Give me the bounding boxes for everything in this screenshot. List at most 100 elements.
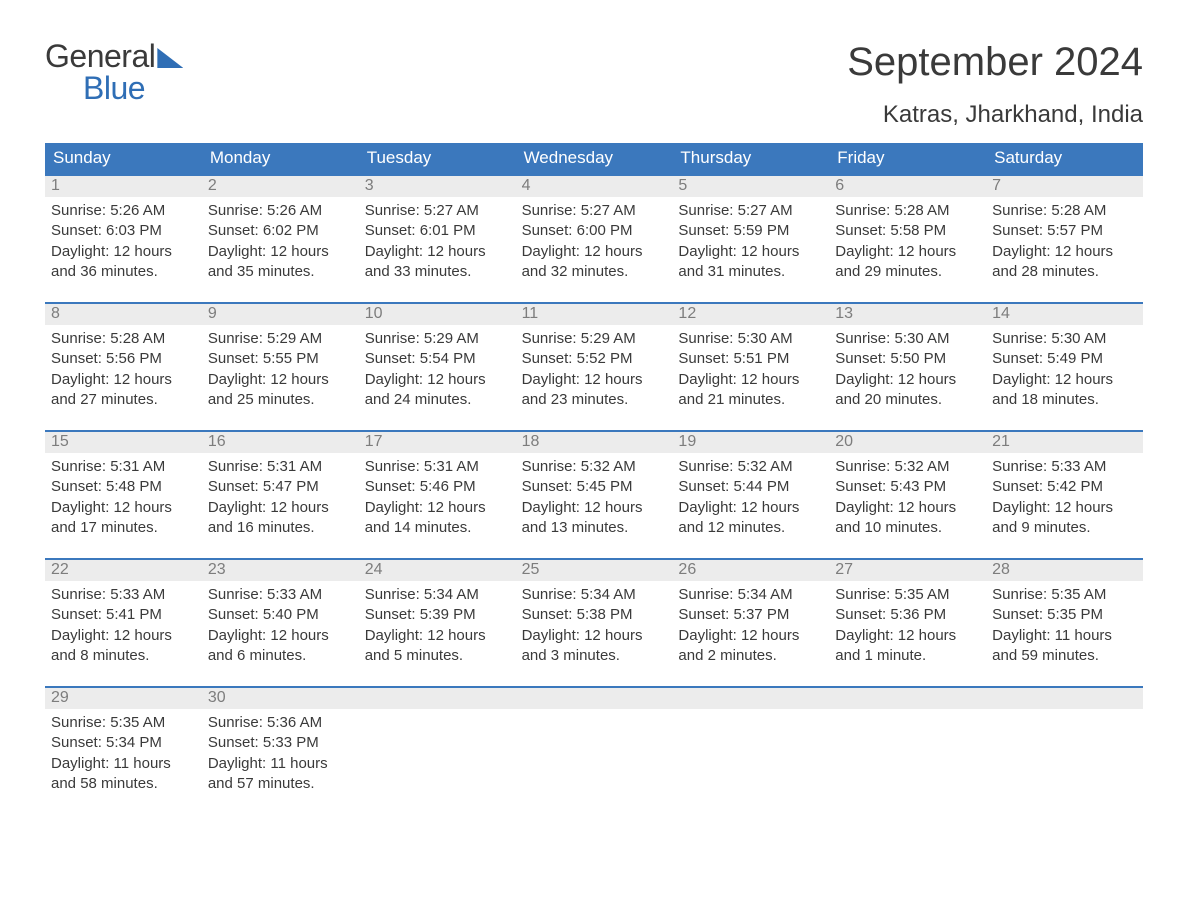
- day-cell: 12Sunrise: 5:30 AMSunset: 5:51 PMDayligh…: [672, 304, 829, 416]
- day-sunrise: Sunrise: 5:30 AM: [835, 329, 980, 349]
- day-number: 6: [829, 176, 986, 197]
- day-dl2: and 59 minutes.: [992, 646, 1137, 666]
- day-sunset: Sunset: 5:50 PM: [835, 349, 980, 369]
- day-number: 12: [672, 304, 829, 325]
- day-number: 26: [672, 560, 829, 581]
- day-cell: 20Sunrise: 5:32 AMSunset: 5:43 PMDayligh…: [829, 432, 986, 544]
- day-cell: 21Sunrise: 5:33 AMSunset: 5:42 PMDayligh…: [986, 432, 1143, 544]
- day-dl2: and 13 minutes.: [522, 518, 667, 538]
- day-sunrise: Sunrise: 5:34 AM: [678, 585, 823, 605]
- day-sunrise: Sunrise: 5:34 AM: [522, 585, 667, 605]
- day-details: Sunrise: 5:28 AMSunset: 5:56 PMDaylight:…: [45, 325, 202, 416]
- day-number: 4: [516, 176, 673, 197]
- day-cell: 10Sunrise: 5:29 AMSunset: 5:54 PMDayligh…: [359, 304, 516, 416]
- day-sunrise: Sunrise: 5:35 AM: [835, 585, 980, 605]
- day-details: Sunrise: 5:27 AMSunset: 6:00 PMDaylight:…: [516, 197, 673, 288]
- day-number: [672, 688, 829, 709]
- day-dl2: and 8 minutes.: [51, 646, 196, 666]
- day-dl1: Daylight: 12 hours: [51, 498, 196, 518]
- day-number: 2: [202, 176, 359, 197]
- day-dl2: and 14 minutes.: [365, 518, 510, 538]
- day-details: Sunrise: 5:34 AMSunset: 5:39 PMDaylight:…: [359, 581, 516, 672]
- weekday-header: Wednesday: [516, 143, 673, 174]
- day-cell: [829, 688, 986, 800]
- brand-line1: General: [45, 40, 155, 72]
- day-dl2: and 2 minutes.: [678, 646, 823, 666]
- day-sunset: Sunset: 5:43 PM: [835, 477, 980, 497]
- day-sunset: Sunset: 5:51 PM: [678, 349, 823, 369]
- day-sunset: Sunset: 5:49 PM: [992, 349, 1137, 369]
- day-sunrise: Sunrise: 5:27 AM: [678, 201, 823, 221]
- day-dl1: Daylight: 12 hours: [835, 626, 980, 646]
- day-number: 24: [359, 560, 516, 581]
- day-dl2: and 18 minutes.: [992, 390, 1137, 410]
- day-sunrise: Sunrise: 5:31 AM: [208, 457, 353, 477]
- day-number: 25: [516, 560, 673, 581]
- weekday-header: Thursday: [672, 143, 829, 174]
- day-number: 20: [829, 432, 986, 453]
- day-dl1: Daylight: 12 hours: [992, 242, 1137, 262]
- day-sunrise: Sunrise: 5:31 AM: [365, 457, 510, 477]
- day-details: Sunrise: 5:29 AMSunset: 5:52 PMDaylight:…: [516, 325, 673, 416]
- day-details: Sunrise: 5:34 AMSunset: 5:38 PMDaylight:…: [516, 581, 673, 672]
- day-cell: 4Sunrise: 5:27 AMSunset: 6:00 PMDaylight…: [516, 176, 673, 288]
- day-dl1: Daylight: 12 hours: [522, 498, 667, 518]
- day-sunrise: Sunrise: 5:35 AM: [51, 713, 196, 733]
- day-number: 21: [986, 432, 1143, 453]
- calendar-grid: Sunday Monday Tuesday Wednesday Thursday…: [45, 143, 1143, 814]
- day-cell: 17Sunrise: 5:31 AMSunset: 5:46 PMDayligh…: [359, 432, 516, 544]
- day-dl2: and 3 minutes.: [522, 646, 667, 666]
- day-number: [986, 688, 1143, 709]
- day-details: Sunrise: 5:32 AMSunset: 5:44 PMDaylight:…: [672, 453, 829, 544]
- day-sunrise: Sunrise: 5:35 AM: [992, 585, 1137, 605]
- day-sunset: Sunset: 6:02 PM: [208, 221, 353, 241]
- day-cell: 28Sunrise: 5:35 AMSunset: 5:35 PMDayligh…: [986, 560, 1143, 672]
- day-dl2: and 32 minutes.: [522, 262, 667, 282]
- day-dl2: and 28 minutes.: [992, 262, 1137, 282]
- day-sunrise: Sunrise: 5:29 AM: [365, 329, 510, 349]
- day-dl1: Daylight: 12 hours: [208, 498, 353, 518]
- day-dl2: and 21 minutes.: [678, 390, 823, 410]
- day-dl2: and 1 minute.: [835, 646, 980, 666]
- week-row: 8Sunrise: 5:28 AMSunset: 5:56 PMDaylight…: [45, 302, 1143, 430]
- day-number: 22: [45, 560, 202, 581]
- day-sunrise: Sunrise: 5:28 AM: [51, 329, 196, 349]
- day-sunrise: Sunrise: 5:28 AM: [835, 201, 980, 221]
- day-dl2: and 23 minutes.: [522, 390, 667, 410]
- day-cell: [516, 688, 673, 800]
- day-dl2: and 58 minutes.: [51, 774, 196, 794]
- day-cell: 7Sunrise: 5:28 AMSunset: 5:57 PMDaylight…: [986, 176, 1143, 288]
- day-dl1: Daylight: 12 hours: [208, 242, 353, 262]
- day-dl1: Daylight: 12 hours: [522, 370, 667, 390]
- day-sunset: Sunset: 6:03 PM: [51, 221, 196, 241]
- day-sunrise: Sunrise: 5:34 AM: [365, 585, 510, 605]
- brand-line2: Blue: [83, 72, 183, 104]
- day-number: 1: [45, 176, 202, 197]
- day-sunrise: Sunrise: 5:33 AM: [992, 457, 1137, 477]
- day-sunset: Sunset: 5:41 PM: [51, 605, 196, 625]
- day-cell: 19Sunrise: 5:32 AMSunset: 5:44 PMDayligh…: [672, 432, 829, 544]
- day-details: Sunrise: 5:27 AMSunset: 6:01 PMDaylight:…: [359, 197, 516, 288]
- day-sunrise: Sunrise: 5:26 AM: [208, 201, 353, 221]
- title-block: September 2024 Katras, Jharkhand, India: [847, 40, 1143, 135]
- day-number: 14: [986, 304, 1143, 325]
- day-cell: [672, 688, 829, 800]
- day-dl2: and 16 minutes.: [208, 518, 353, 538]
- day-dl1: Daylight: 12 hours: [678, 370, 823, 390]
- header-bar: General Blue September 2024 Katras, Jhar…: [45, 40, 1143, 135]
- week-row: 15Sunrise: 5:31 AMSunset: 5:48 PMDayligh…: [45, 430, 1143, 558]
- day-number: 30: [202, 688, 359, 709]
- day-details: Sunrise: 5:35 AMSunset: 5:35 PMDaylight:…: [986, 581, 1143, 672]
- day-dl1: Daylight: 11 hours: [992, 626, 1137, 646]
- day-cell: 29Sunrise: 5:35 AMSunset: 5:34 PMDayligh…: [45, 688, 202, 800]
- day-dl2: and 57 minutes.: [208, 774, 353, 794]
- day-number: 28: [986, 560, 1143, 581]
- day-details: Sunrise: 5:34 AMSunset: 5:37 PMDaylight:…: [672, 581, 829, 672]
- day-sunrise: Sunrise: 5:30 AM: [992, 329, 1137, 349]
- day-number: [516, 688, 673, 709]
- day-dl2: and 25 minutes.: [208, 390, 353, 410]
- day-cell: 23Sunrise: 5:33 AMSunset: 5:40 PMDayligh…: [202, 560, 359, 672]
- week-row: 22Sunrise: 5:33 AMSunset: 5:41 PMDayligh…: [45, 558, 1143, 686]
- day-sunset: Sunset: 5:54 PM: [365, 349, 510, 369]
- day-details: Sunrise: 5:31 AMSunset: 5:48 PMDaylight:…: [45, 453, 202, 544]
